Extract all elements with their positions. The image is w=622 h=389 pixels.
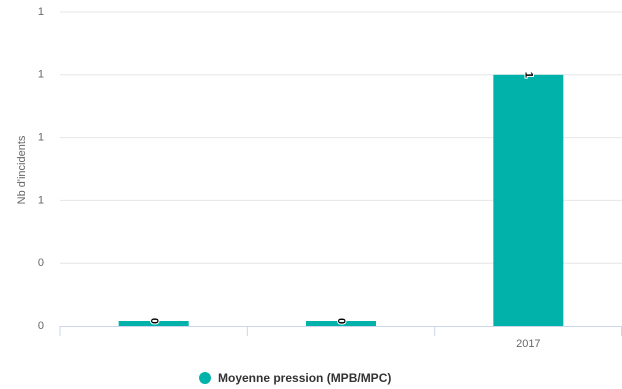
y-tick-label: 0 [38,257,44,269]
legend-marker[interactable] [199,372,211,384]
y-tick-label: 1 [38,194,44,206]
bar [306,321,376,326]
bar [493,74,564,326]
y-tick-label: 1 [38,6,44,18]
legend-label[interactable]: Moyenne pression (MPB/MPC) [218,371,391,385]
data-label: 0 [335,318,347,324]
y-tick-label: 1 [38,69,44,81]
data-label: 0 [148,318,160,324]
y-axis-title: Nb d'incidents [16,135,28,204]
bar [118,321,189,326]
y-tick-label: 0 [38,320,44,332]
data-label: 1 [522,72,534,78]
x-tick-label: 2017 [516,338,540,350]
y-tick-label: 1 [38,132,44,144]
